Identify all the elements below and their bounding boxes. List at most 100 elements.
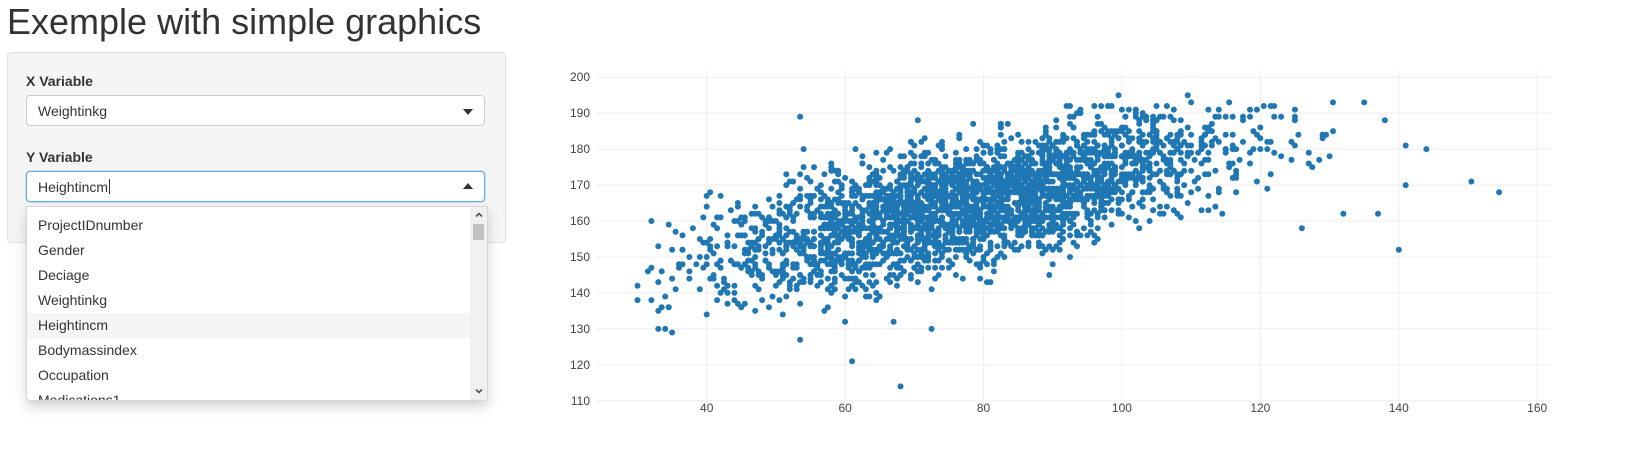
data-point [928,286,935,293]
data-point [894,282,900,289]
data-point [686,254,693,260]
data-point [935,232,942,239]
data-point [1101,207,1108,214]
scroll-up-arrow-icon[interactable] [474,210,484,220]
data-point [1267,171,1274,178]
data-point [707,189,714,196]
data-point [662,293,669,300]
data-point [817,279,824,286]
data-point [1229,113,1236,120]
data-point [1212,167,1219,174]
data-point [1046,272,1053,278]
dropdown-option[interactable]: ProjectIDnumber [38,217,144,233]
data-point [783,171,790,178]
dropdown-option[interactable]: Gender [38,242,85,258]
data-point [1022,192,1029,199]
data-point [1129,189,1136,196]
data-point [717,264,724,271]
y-variable-select[interactable]: Heightincm [26,171,485,202]
scatter-plot[interactable]: 110 120 130 140 150 160 170 180 190 200 40 60 80 100… [540,60,1555,420]
data-point [738,232,745,239]
data-point [1150,196,1157,203]
scroll-down-arrow-icon[interactable] [474,386,484,396]
dropdown-scrollbar[interactable] [470,207,487,400]
data-point [838,272,845,278]
data-point [918,264,925,271]
data-point [807,196,814,203]
data-point [1468,178,1475,185]
data-point [1257,146,1264,153]
data-point [814,207,821,214]
data-point [1253,178,1260,185]
data-point [1098,149,1105,156]
data-point [779,250,786,257]
data-point [1077,171,1084,178]
dropdown-option[interactable]: Bodymassindex [38,342,137,358]
data-point [1056,192,1063,199]
data-point [1205,207,1212,214]
data-point [769,246,776,253]
data-point [942,246,949,253]
data-point [914,225,921,232]
data-point [1222,131,1229,138]
data-point [1049,207,1056,214]
data-point [876,210,883,217]
data-point [838,228,845,235]
data-point [956,185,963,192]
x-variable-select[interactable]: Weightinkg [26,95,485,126]
data-point [1402,142,1409,149]
data-point [987,189,994,196]
data-point [1112,146,1118,153]
data-point [769,203,776,210]
data-point [766,264,772,271]
data-point [1053,153,1060,160]
data-point [1146,218,1153,224]
data-point [1257,124,1264,131]
data-point [887,192,894,199]
data-point [1032,214,1039,221]
data-point [1288,138,1295,145]
data-point [1087,221,1094,228]
y-tick-label: 180 [570,142,590,156]
page-title: Exemple with simple graphics [7,1,482,42]
dropdown-option[interactable]: Heightincm [27,313,470,338]
data-point [842,250,849,257]
data-point [939,218,945,224]
data-point [1053,225,1060,232]
data-point [876,182,883,189]
dropdown-option[interactable]: Occupation [38,367,109,383]
data-point [783,182,790,189]
data-point [901,218,907,224]
data-point [835,210,842,217]
data-point [838,261,845,268]
data-point [1136,225,1143,232]
dropdown-option[interactable]: Deciage [38,267,90,283]
data-point [648,297,655,304]
scrollbar-thumb[interactable] [473,224,484,240]
plot-grid [596,70,1551,408]
data-point [766,304,772,311]
data-point [717,214,724,221]
data-point [831,275,838,282]
data-point [1229,174,1236,181]
data-point [1049,261,1056,268]
data-point [876,261,883,268]
data-point [1112,185,1118,192]
data-point [665,221,672,228]
data-point [1022,200,1029,206]
y-variable-input[interactable]: Heightincm [38,179,111,195]
data-point [980,254,987,260]
data-point [1157,210,1163,217]
data-point [800,275,807,282]
data-point [1202,131,1208,138]
data-point [1025,138,1032,145]
data-point [1330,128,1336,135]
data-point [1049,178,1056,185]
data-point [1067,225,1073,232]
data-point [866,279,873,286]
dropdown-option[interactable]: Weightinkg [38,292,108,308]
y-variable-dropdown[interactable]: ProjectIDnumber Gender Deciage Weightink… [26,206,488,401]
data-point [804,257,811,264]
dropdown-option[interactable]: Medications1 [38,392,121,401]
data-point [1070,124,1077,131]
